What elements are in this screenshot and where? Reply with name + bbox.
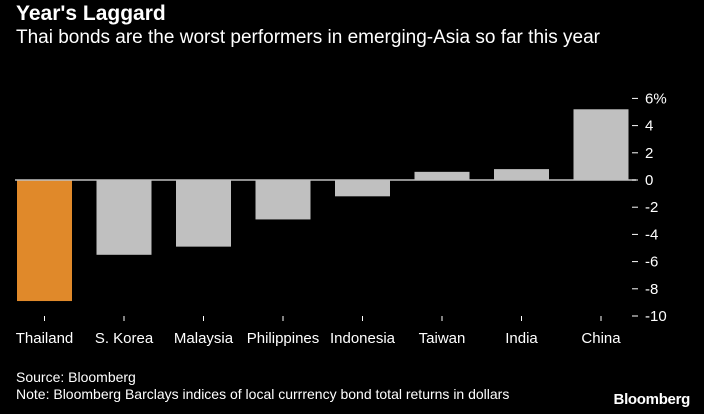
bar-chart: Thailand S. Korea Malaysia Philippines Indon…	[15, 90, 667, 347]
bar-indonesia	[335, 180, 390, 197]
x-tick-label: India	[505, 330, 538, 347]
x-tick-label: Thailand	[16, 330, 74, 347]
x-tick-label: China	[581, 330, 621, 347]
y-tick-label: 6%	[645, 90, 667, 107]
source-text: Source: Bloomberg	[16, 369, 136, 385]
bar-thailand	[17, 180, 72, 302]
x-tick-label: Indonesia	[330, 330, 396, 347]
y-tick-label: 4	[645, 118, 653, 135]
bar-india	[494, 169, 549, 180]
bar-china	[573, 109, 629, 180]
bar-philippines	[255, 180, 311, 220]
bar-malaysia	[176, 180, 231, 247]
y-tick-label: 0	[645, 172, 653, 189]
bar-skorea	[96, 180, 152, 255]
bar-taiwan	[414, 171, 470, 180]
chart-title: Year's Laggard	[16, 2, 166, 25]
y-tick-label: -8	[645, 281, 658, 298]
y-tick-label: -6	[645, 254, 658, 271]
note-text: Note: Bloomberg Barclays indices of loca…	[16, 386, 510, 402]
y-tick-label: -10	[645, 308, 667, 325]
y-tick-label: 2	[645, 145, 653, 162]
bloomberg-logo: Bloomberg	[613, 391, 691, 408]
y-tick-label: -2	[645, 199, 658, 216]
y-tick-label: -4	[645, 226, 658, 243]
x-tick-label: Taiwan	[419, 330, 466, 347]
x-tick-label: Malaysia	[174, 330, 234, 347]
x-tick-label: S. Korea	[95, 330, 154, 347]
chart-subtitle: Thai bonds are the worst performers in e…	[16, 27, 600, 48]
x-tick-label: Philippines	[247, 330, 320, 347]
